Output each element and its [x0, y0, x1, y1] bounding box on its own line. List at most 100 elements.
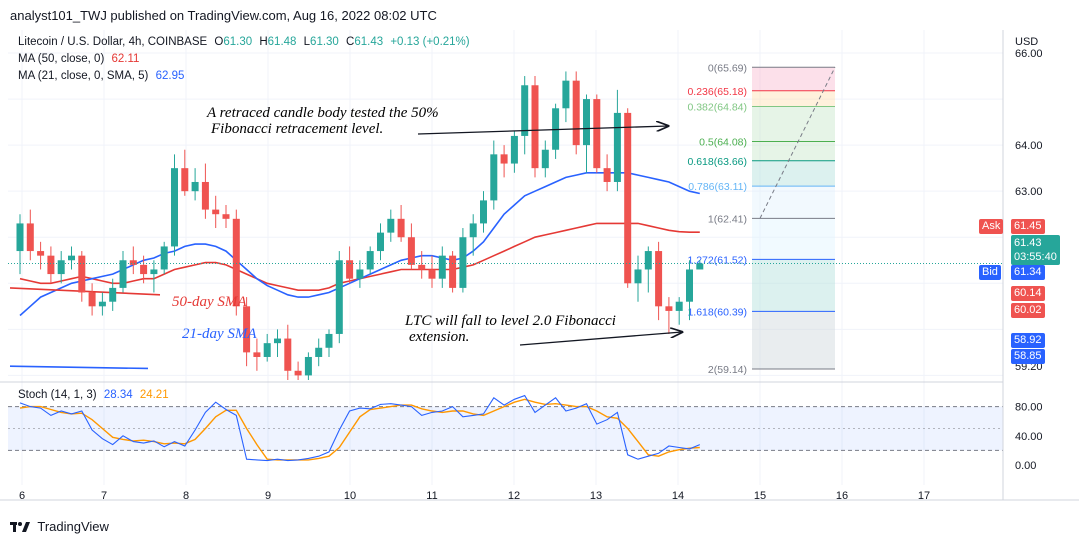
fib-zone-1.618 [752, 311, 835, 369]
current-price-tag: 61.43 03:55:40 [1011, 235, 1060, 265]
tradingview-logo-icon [10, 522, 30, 532]
candlesticks [8, 71, 1003, 380]
candle-body [665, 306, 673, 311]
candle [78, 251, 86, 302]
price-tick-label: 66.00 [1015, 48, 1043, 60]
candle-body [531, 85, 539, 169]
price-tag-low: 60.02 [1011, 303, 1045, 318]
candle [449, 251, 457, 293]
candle [243, 297, 251, 367]
stoch-k-line [19, 394, 701, 462]
grid-lines [8, 30, 1003, 485]
stoch-legend[interactable]: Stoch (14, 1, 3) 28.34 24.21 [18, 389, 173, 401]
candle [304, 352, 312, 380]
fib-label-1.618: 1.618(60.39) [687, 306, 747, 318]
time-tick-label: 6 [19, 490, 25, 502]
candle [469, 214, 477, 256]
extension-annotation-line2: extension. [409, 329, 470, 345]
ma50-legend[interactable]: MA (50, close, 0) 62.11 [18, 53, 143, 65]
candle [572, 71, 580, 155]
price-tick-label: 59.20 [1015, 361, 1043, 373]
candle [644, 246, 652, 293]
time-tick-label: 7 [101, 490, 107, 502]
candle [160, 241, 168, 275]
symbol-name[interactable]: Litecoin / U.S. Dollar, 4h, COINBASE [18, 36, 208, 48]
candle [16, 214, 24, 275]
candle-body [119, 260, 127, 288]
currency-label: USD [1015, 36, 1039, 48]
ma21-legend[interactable]: MA (21, close, 0, SMA, 5) 62.95 [18, 70, 188, 82]
candle-body [47, 255, 55, 275]
candle [407, 223, 415, 270]
candle [119, 251, 127, 293]
fib-label-0.5: 0.5(64.08) [699, 136, 747, 148]
candle [675, 297, 683, 325]
candle [490, 140, 498, 210]
fib-test-arrow [417, 126, 668, 135]
candle-body [274, 338, 281, 344]
stoch-tick-label: 80.00 [1015, 402, 1043, 414]
candle-body [480, 200, 487, 224]
candle [150, 260, 158, 293]
stoch-k-value: 28.34 [103, 389, 133, 401]
candle [263, 333, 271, 362]
candle-body [593, 99, 601, 169]
price-tag-ma21: 58.92 [1011, 333, 1045, 348]
candle [480, 191, 487, 233]
fib-zone-1 [752, 218, 835, 260]
candle-body [500, 154, 508, 164]
stoch-tick-label: 0.00 [1015, 460, 1036, 472]
ma50-label: MA (50, close, 0) [18, 53, 105, 65]
candle [624, 108, 632, 288]
candle [315, 338, 323, 367]
candle [387, 209, 395, 242]
candle [201, 163, 209, 219]
bid-price-tag: 61.34 [1011, 265, 1045, 280]
annotation-arrows [417, 126, 682, 346]
candle-body [335, 260, 343, 334]
candle-body [263, 343, 271, 357]
fib-label-0.618: 0.618(63.66) [687, 156, 747, 168]
candle [284, 324, 292, 380]
high-value: 61.48 [267, 36, 297, 48]
candle [57, 251, 65, 284]
candle-body [16, 223, 24, 252]
candle-body [449, 255, 457, 288]
fibonacci-tool[interactable]: 0(65.69) 0.236(65.18) 0.382(64.84) 0.5(64.0… [687, 62, 836, 376]
extension-arrow [519, 332, 682, 346]
price-tick-label: 64.00 [1015, 140, 1043, 152]
candle-body [583, 99, 590, 146]
candle-body [243, 306, 251, 353]
candle-body [541, 149, 549, 169]
candle-body [68, 255, 75, 261]
ma21-label: MA (21, close, 0, SMA, 5) [18, 70, 149, 82]
candle-body [469, 223, 477, 238]
low-value: 61.30 [310, 36, 339, 48]
time-tick-label: 14 [672, 490, 684, 502]
price-chart[interactable]: 0(65.69) 0.236(65.18) 0.382(64.84) 0.5(64.0… [0, 30, 1079, 515]
current-price: 61.43 [1014, 237, 1042, 249]
fib-test-annotation-line2: Fibonacci retracement level. [211, 121, 384, 137]
candle-body [304, 356, 312, 376]
candle [418, 251, 426, 279]
candle [232, 209, 240, 316]
candle [253, 338, 261, 371]
bar-countdown: 03:55:40 [1014, 251, 1057, 263]
candle-body [356, 269, 364, 279]
candle [397, 205, 405, 242]
candle-body [37, 251, 45, 256]
fib-label-0: 0(65.69) [708, 62, 747, 74]
price-tick-label: 63.00 [1015, 186, 1043, 198]
open-label: O [214, 36, 224, 48]
candle [346, 246, 354, 284]
candle-body [459, 237, 467, 288]
footer-brand[interactable]: TradingView [10, 519, 109, 534]
candle-body [696, 263, 704, 270]
candle-body [438, 255, 446, 279]
candle [26, 209, 34, 261]
fib-zone-0.5 [752, 141, 835, 161]
fib-trend-line [759, 67, 836, 219]
ma21-line [19, 172, 700, 317]
candle [686, 260, 693, 321]
candle-body [624, 112, 632, 284]
